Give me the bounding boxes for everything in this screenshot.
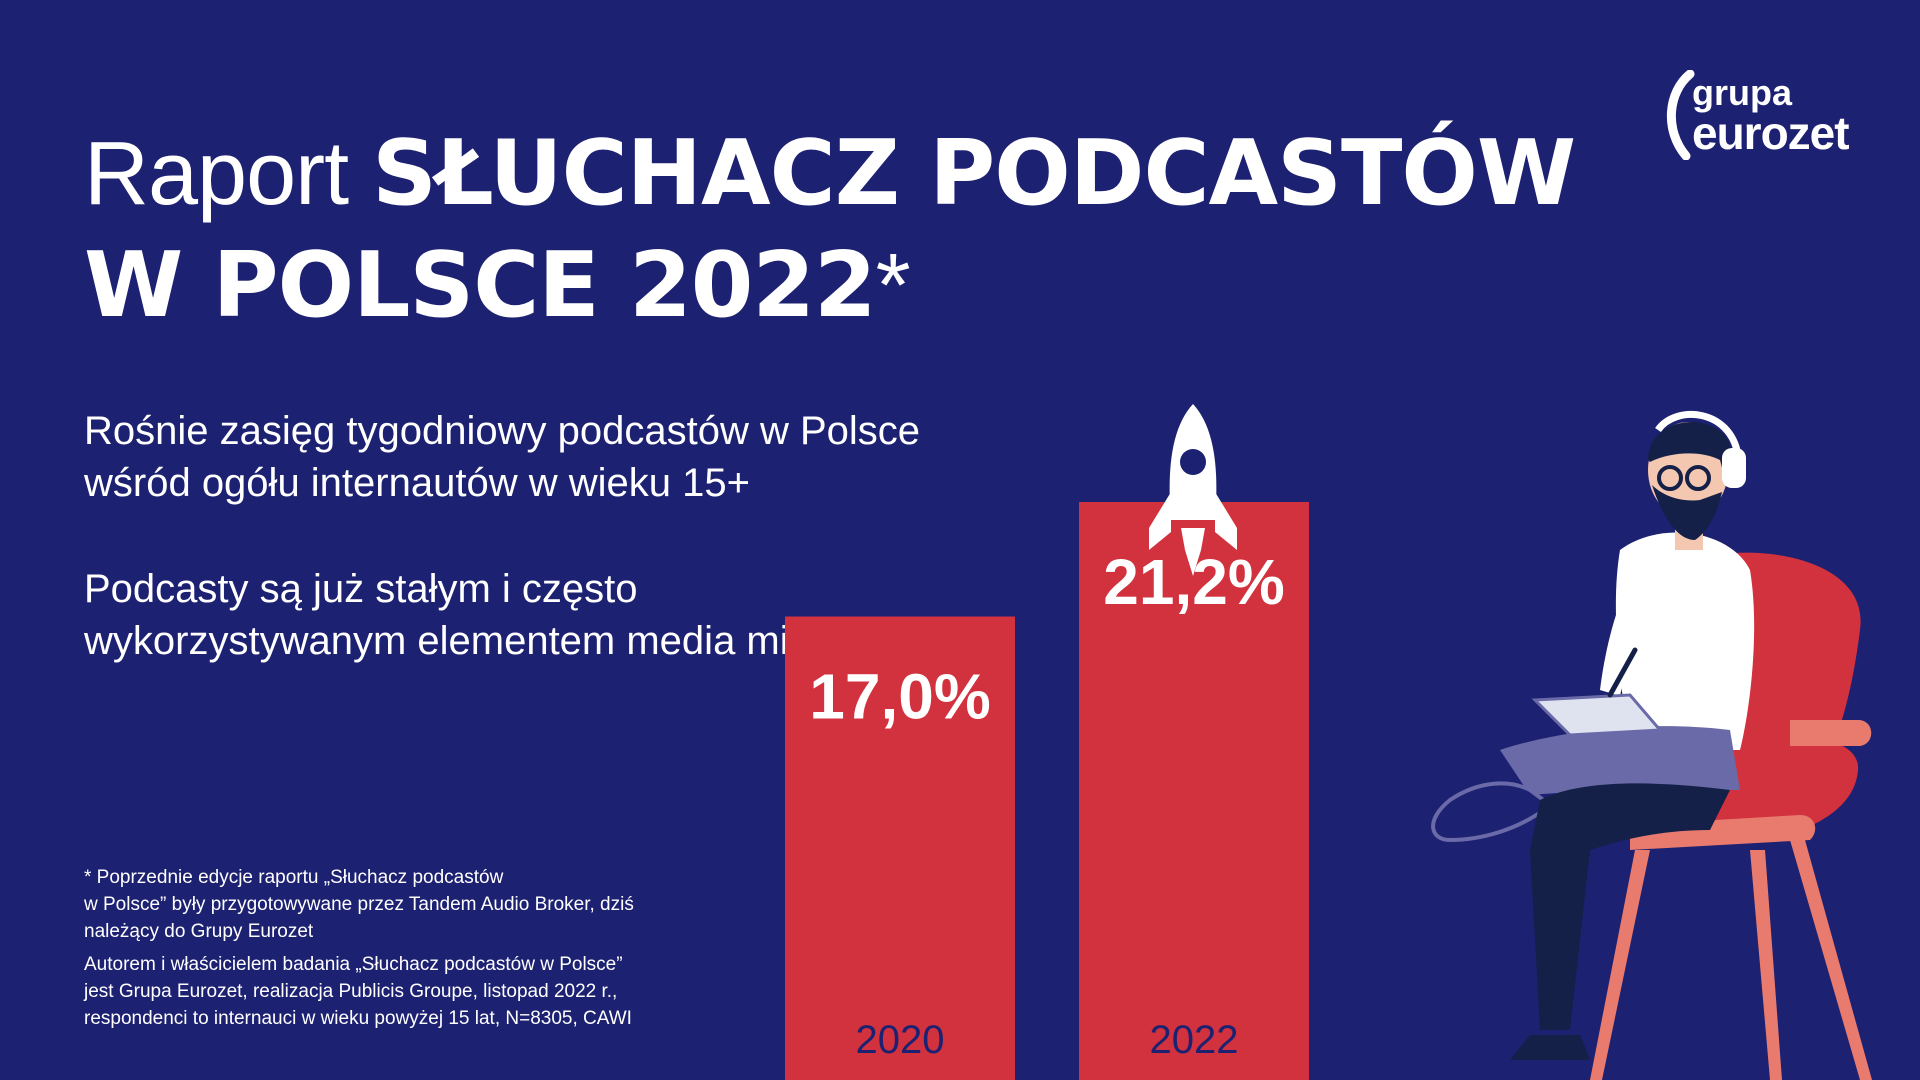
footnote-2-line1: Autorem i właścicielem badania „Słuchacz… bbox=[84, 954, 623, 975]
footnote-1-line3: należący do Grupy Eurozet bbox=[84, 921, 314, 942]
subtitle-media-mix-line2: wykorzystywanym elementem media miksu bbox=[84, 619, 851, 663]
category-label-2020: 2020 bbox=[856, 1018, 945, 1062]
subtitle-media-mix-line1: Podcasty są już stałym i często bbox=[84, 567, 638, 611]
footnote-methodology: Autorem i właścicielem badania „Słuchacz… bbox=[84, 951, 734, 1032]
subtitle-reach: Rośnie zasięg tygodniowy podcastów w Pol… bbox=[84, 405, 920, 509]
rocket-icon bbox=[1149, 404, 1237, 576]
logo-text-bottom: eurozet bbox=[1692, 107, 1850, 159]
subtitle-reach-line2: wśród ogółu internautów w wieku 15+ bbox=[84, 461, 750, 505]
title-bold-line2: W POLSCE 2022 bbox=[84, 233, 877, 338]
subtitle-media-mix: Podcasty są już stałym i często wykorzys… bbox=[84, 563, 851, 667]
footnote-2-line3: respondenci to internauci w wieku powyże… bbox=[84, 1008, 632, 1029]
podcast-listener-illustration bbox=[1431, 410, 1872, 1080]
bar-2022 bbox=[1079, 502, 1309, 1080]
category-label-2022: 2022 bbox=[1150, 1018, 1239, 1062]
footnote-1-line1: * Poprzednie edycje raportu „Słuchacz po… bbox=[84, 867, 504, 888]
page-title: Raport SŁUCHACZ PODCASTÓW W POLSCE 2022* bbox=[84, 118, 1576, 342]
bar-2020 bbox=[785, 616, 1015, 1080]
footnote-1-line2: w Polsce” były przygotowywane przez Tand… bbox=[84, 894, 634, 915]
eurozet-logo: grupa eurozet bbox=[1660, 70, 1875, 165]
title-asterisk: * bbox=[875, 236, 911, 336]
logo-paren-icon bbox=[1666, 70, 1695, 160]
subtitle-reach-line1: Rośnie zasięg tygodniowy podcastów w Pol… bbox=[84, 409, 920, 453]
value-label-2020: 17,0% bbox=[809, 661, 990, 733]
title-light: Raport bbox=[84, 124, 373, 224]
footnote-2-line2: jest Grupa Eurozet, realizacja Publicis … bbox=[84, 981, 618, 1002]
title-bold-line1: SŁUCHACZ PODCASTÓW bbox=[372, 121, 1576, 226]
footnote-previous-editions: * Poprzednie edycje raportu „Słuchacz po… bbox=[84, 864, 734, 945]
logo-text-top: grupa bbox=[1692, 72, 1793, 113]
